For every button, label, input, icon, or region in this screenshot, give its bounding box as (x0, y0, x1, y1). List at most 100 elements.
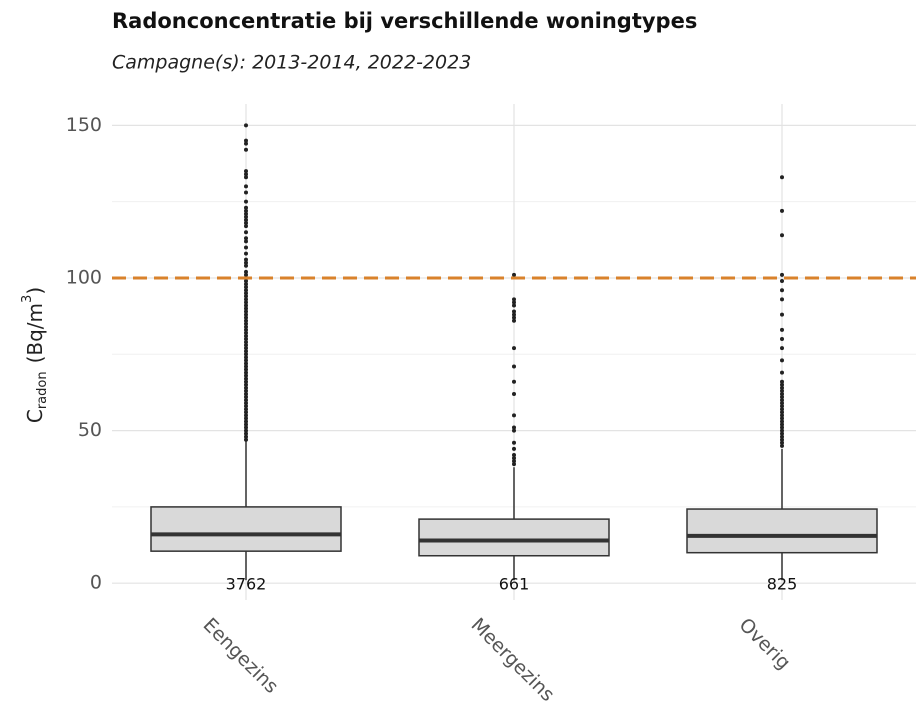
outlier (244, 391, 248, 396)
outlier (244, 309, 248, 314)
outlier (244, 428, 248, 433)
outlier (244, 324, 248, 329)
outlier (244, 123, 248, 128)
outlier (512, 300, 516, 305)
box (686, 508, 878, 554)
outlier (780, 337, 784, 342)
outlier (780, 428, 784, 433)
y-axis-label: Cradon (Bq/m3) (20, 287, 50, 423)
outlier (780, 346, 784, 351)
outlier (244, 190, 248, 195)
outlier (244, 382, 248, 387)
outlier (244, 199, 248, 204)
chart-subtitle: Campagne(s): 2013-2014, 2022-2023 (112, 52, 471, 74)
outlier (244, 315, 248, 320)
outlier (244, 272, 248, 277)
outlier (780, 388, 784, 393)
outlier (244, 239, 248, 244)
outlier (780, 398, 784, 403)
outlier (244, 224, 248, 229)
outlier (244, 321, 248, 326)
x-tick-label: Overig (735, 614, 795, 674)
y-tick-label: 150 (66, 114, 102, 136)
outlier (244, 300, 248, 305)
outlier (244, 425, 248, 430)
outlier (512, 413, 516, 418)
outlier (244, 388, 248, 393)
outlier (244, 401, 248, 406)
outlier (244, 398, 248, 403)
outlier (780, 382, 784, 387)
outlier (244, 141, 248, 146)
outlier (244, 373, 248, 378)
outlier (512, 425, 516, 430)
outlier (780, 422, 784, 427)
outlier (780, 288, 784, 293)
outlier (244, 364, 248, 369)
outlier (244, 205, 248, 210)
x-tick-label: Meergezins (467, 614, 559, 706)
chart-title: Radonconcentratie bij verschillende woni… (112, 9, 697, 33)
outlier (512, 315, 516, 320)
outlier (244, 257, 248, 262)
outlier (244, 169, 248, 174)
outlier (244, 175, 248, 180)
outlier (244, 208, 248, 213)
outlier (244, 370, 248, 375)
outlier (512, 312, 516, 317)
outlier (244, 358, 248, 363)
outlier (244, 431, 248, 436)
outlier (780, 416, 784, 421)
outlier (244, 236, 248, 241)
outlier (244, 306, 248, 311)
outlier (780, 413, 784, 418)
outlier (780, 370, 784, 375)
outlier (780, 410, 784, 415)
outlier (780, 297, 784, 302)
outlier (244, 419, 248, 424)
outlier (244, 251, 248, 256)
outlier (244, 214, 248, 219)
outlier (244, 407, 248, 412)
outlier (780, 208, 784, 213)
outlier (244, 437, 248, 442)
outlier (244, 367, 248, 372)
outlier (512, 459, 516, 464)
outlier (244, 379, 248, 384)
outlier (780, 327, 784, 332)
outlier (244, 352, 248, 357)
outlier (244, 346, 248, 351)
outlier (780, 419, 784, 424)
outlier (244, 410, 248, 415)
outlier (244, 291, 248, 296)
y-tick-label: 50 (78, 419, 102, 441)
outlier (244, 221, 248, 226)
outlier (244, 318, 248, 323)
outlier (244, 312, 248, 317)
outlier (244, 294, 248, 299)
y-tick-label: 0 (90, 572, 102, 594)
outlier (512, 318, 516, 323)
outlier (244, 297, 248, 302)
outlier (780, 233, 784, 238)
outlier (512, 309, 516, 314)
y-label-superscript: 3 (20, 295, 35, 303)
outlier (244, 416, 248, 421)
outlier (780, 407, 784, 412)
outlier (244, 349, 248, 354)
outlier (780, 437, 784, 442)
outlier (244, 395, 248, 400)
outlier (780, 175, 784, 180)
outlier (244, 282, 248, 287)
y-tick-label: 100 (66, 266, 102, 288)
outlier (780, 312, 784, 317)
outlier (244, 355, 248, 360)
outlier (512, 272, 516, 277)
outlier (780, 404, 784, 409)
outlier (780, 272, 784, 277)
outlier (244, 184, 248, 189)
outlier (244, 333, 248, 338)
y-label-symbol: C (23, 409, 47, 423)
outlier (244, 138, 248, 143)
